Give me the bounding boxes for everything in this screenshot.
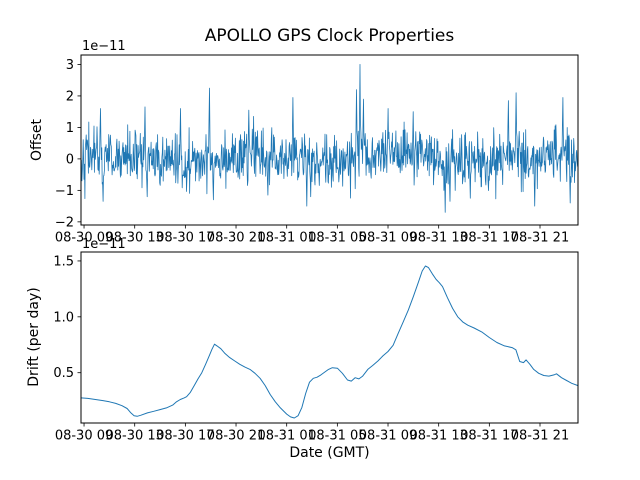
y-tick-label: 1.5 — [53, 254, 74, 269]
y-axis-label-drift: Drift (per day) — [26, 287, 42, 387]
y-tick-label: 0 — [66, 152, 74, 167]
clock-offset-trace — [80, 64, 579, 213]
x-tick-label: 08-31 09 — [359, 428, 417, 443]
y-tick-label: −2 — [55, 215, 74, 230]
x-tick-label: 08-30 17 — [156, 428, 214, 443]
x-tick-label: 08-31 21 — [511, 428, 569, 443]
x-tick-label: 08-30 17 — [156, 230, 214, 245]
x-tick-label: 08-30 21 — [207, 230, 265, 245]
y-tick-label: 1.0 — [53, 310, 74, 325]
y-axis-label-offset: Offset — [29, 118, 45, 162]
x-tick-label: 08-31 13 — [409, 230, 467, 245]
x-tick-label: 08-31 01 — [257, 230, 315, 245]
x-tick-label: 08-31 13 — [409, 428, 467, 443]
y-tick-label: 0.5 — [53, 366, 74, 381]
x-tick-label: 08-31 21 — [511, 230, 569, 245]
axes-frame — [80, 54, 579, 226]
x-tick-label: 08-30 13 — [105, 428, 163, 443]
y-axis-exponent-top: 1e−11 — [82, 39, 126, 54]
x-axis-label: Date (GMT) — [289, 445, 370, 461]
x-tick-label: 08-30 13 — [105, 230, 163, 245]
axes-frame — [80, 251, 579, 424]
y-axis-exponent-bottom: 1e−11 — [82, 237, 126, 252]
chart-title: APOLLO GPS Clock Properties — [204, 26, 455, 46]
x-tick-label: 08-31 01 — [257, 428, 315, 443]
x-tick-label: 08-31 09 — [359, 230, 417, 245]
x-tick-label: 08-30 09 — [55, 230, 113, 245]
x-tick-label: 08-31 05 — [308, 230, 366, 245]
y-tick-label: −1 — [55, 184, 74, 199]
y-tick-label: 1 — [66, 121, 74, 136]
x-tick-label: 08-31 17 — [460, 428, 518, 443]
x-tick-label: 08-31 17 — [460, 230, 518, 245]
y-tick-label: 2 — [66, 89, 74, 104]
y-tick-label: 3 — [66, 58, 74, 73]
x-tick-label: 08-30 09 — [55, 428, 113, 443]
x-tick-label: 08-31 05 — [308, 428, 366, 443]
x-tick-label: 08-30 21 — [207, 428, 265, 443]
clock-drift-trace — [80, 265, 579, 419]
